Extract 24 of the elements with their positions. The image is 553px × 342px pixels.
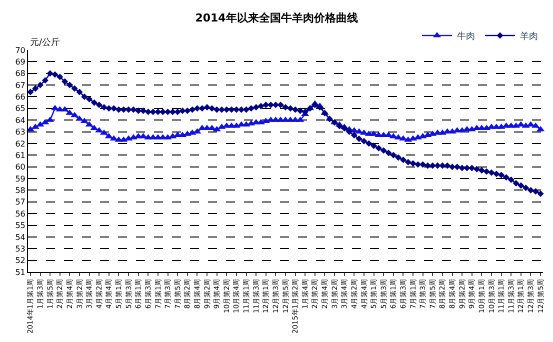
y-axis-title: 元/公斤 bbox=[30, 37, 60, 48]
y-tick-label: 70 bbox=[15, 46, 26, 55]
y-tick-label: 57 bbox=[15, 198, 26, 207]
y-tick-label: 54 bbox=[15, 232, 26, 242]
y-tick-label: 56 bbox=[15, 209, 26, 218]
y-tick-label: 59 bbox=[15, 174, 26, 184]
y-tick-label: 58 bbox=[15, 186, 26, 196]
y-tick-label: 68 bbox=[15, 69, 26, 78]
y-tick-label: 67 bbox=[15, 80, 26, 90]
legend-label: 牛肉 bbox=[457, 31, 475, 42]
y-tick-label: 52 bbox=[15, 256, 26, 266]
legend-label: 羊肉 bbox=[520, 31, 538, 42]
y-tick-label: 51 bbox=[15, 268, 26, 277]
y-tick-label: 53 bbox=[15, 244, 26, 254]
y-tick-label: 62 bbox=[15, 139, 26, 148]
y-tick-label: 64 bbox=[15, 116, 26, 125]
chart-title: 2014年以来全国牛羊肉价格曲线 bbox=[195, 11, 358, 24]
y-tick-label: 69 bbox=[15, 57, 26, 66]
y-tick-label: 65 bbox=[15, 104, 26, 114]
y-tick-label: 66 bbox=[15, 92, 26, 102]
y-tick-label: 60 bbox=[15, 162, 26, 172]
y-tick-label: 61 bbox=[15, 150, 26, 160]
y-tick-label: 55 bbox=[15, 221, 26, 230]
y-tick-label: 63 bbox=[15, 128, 26, 137]
